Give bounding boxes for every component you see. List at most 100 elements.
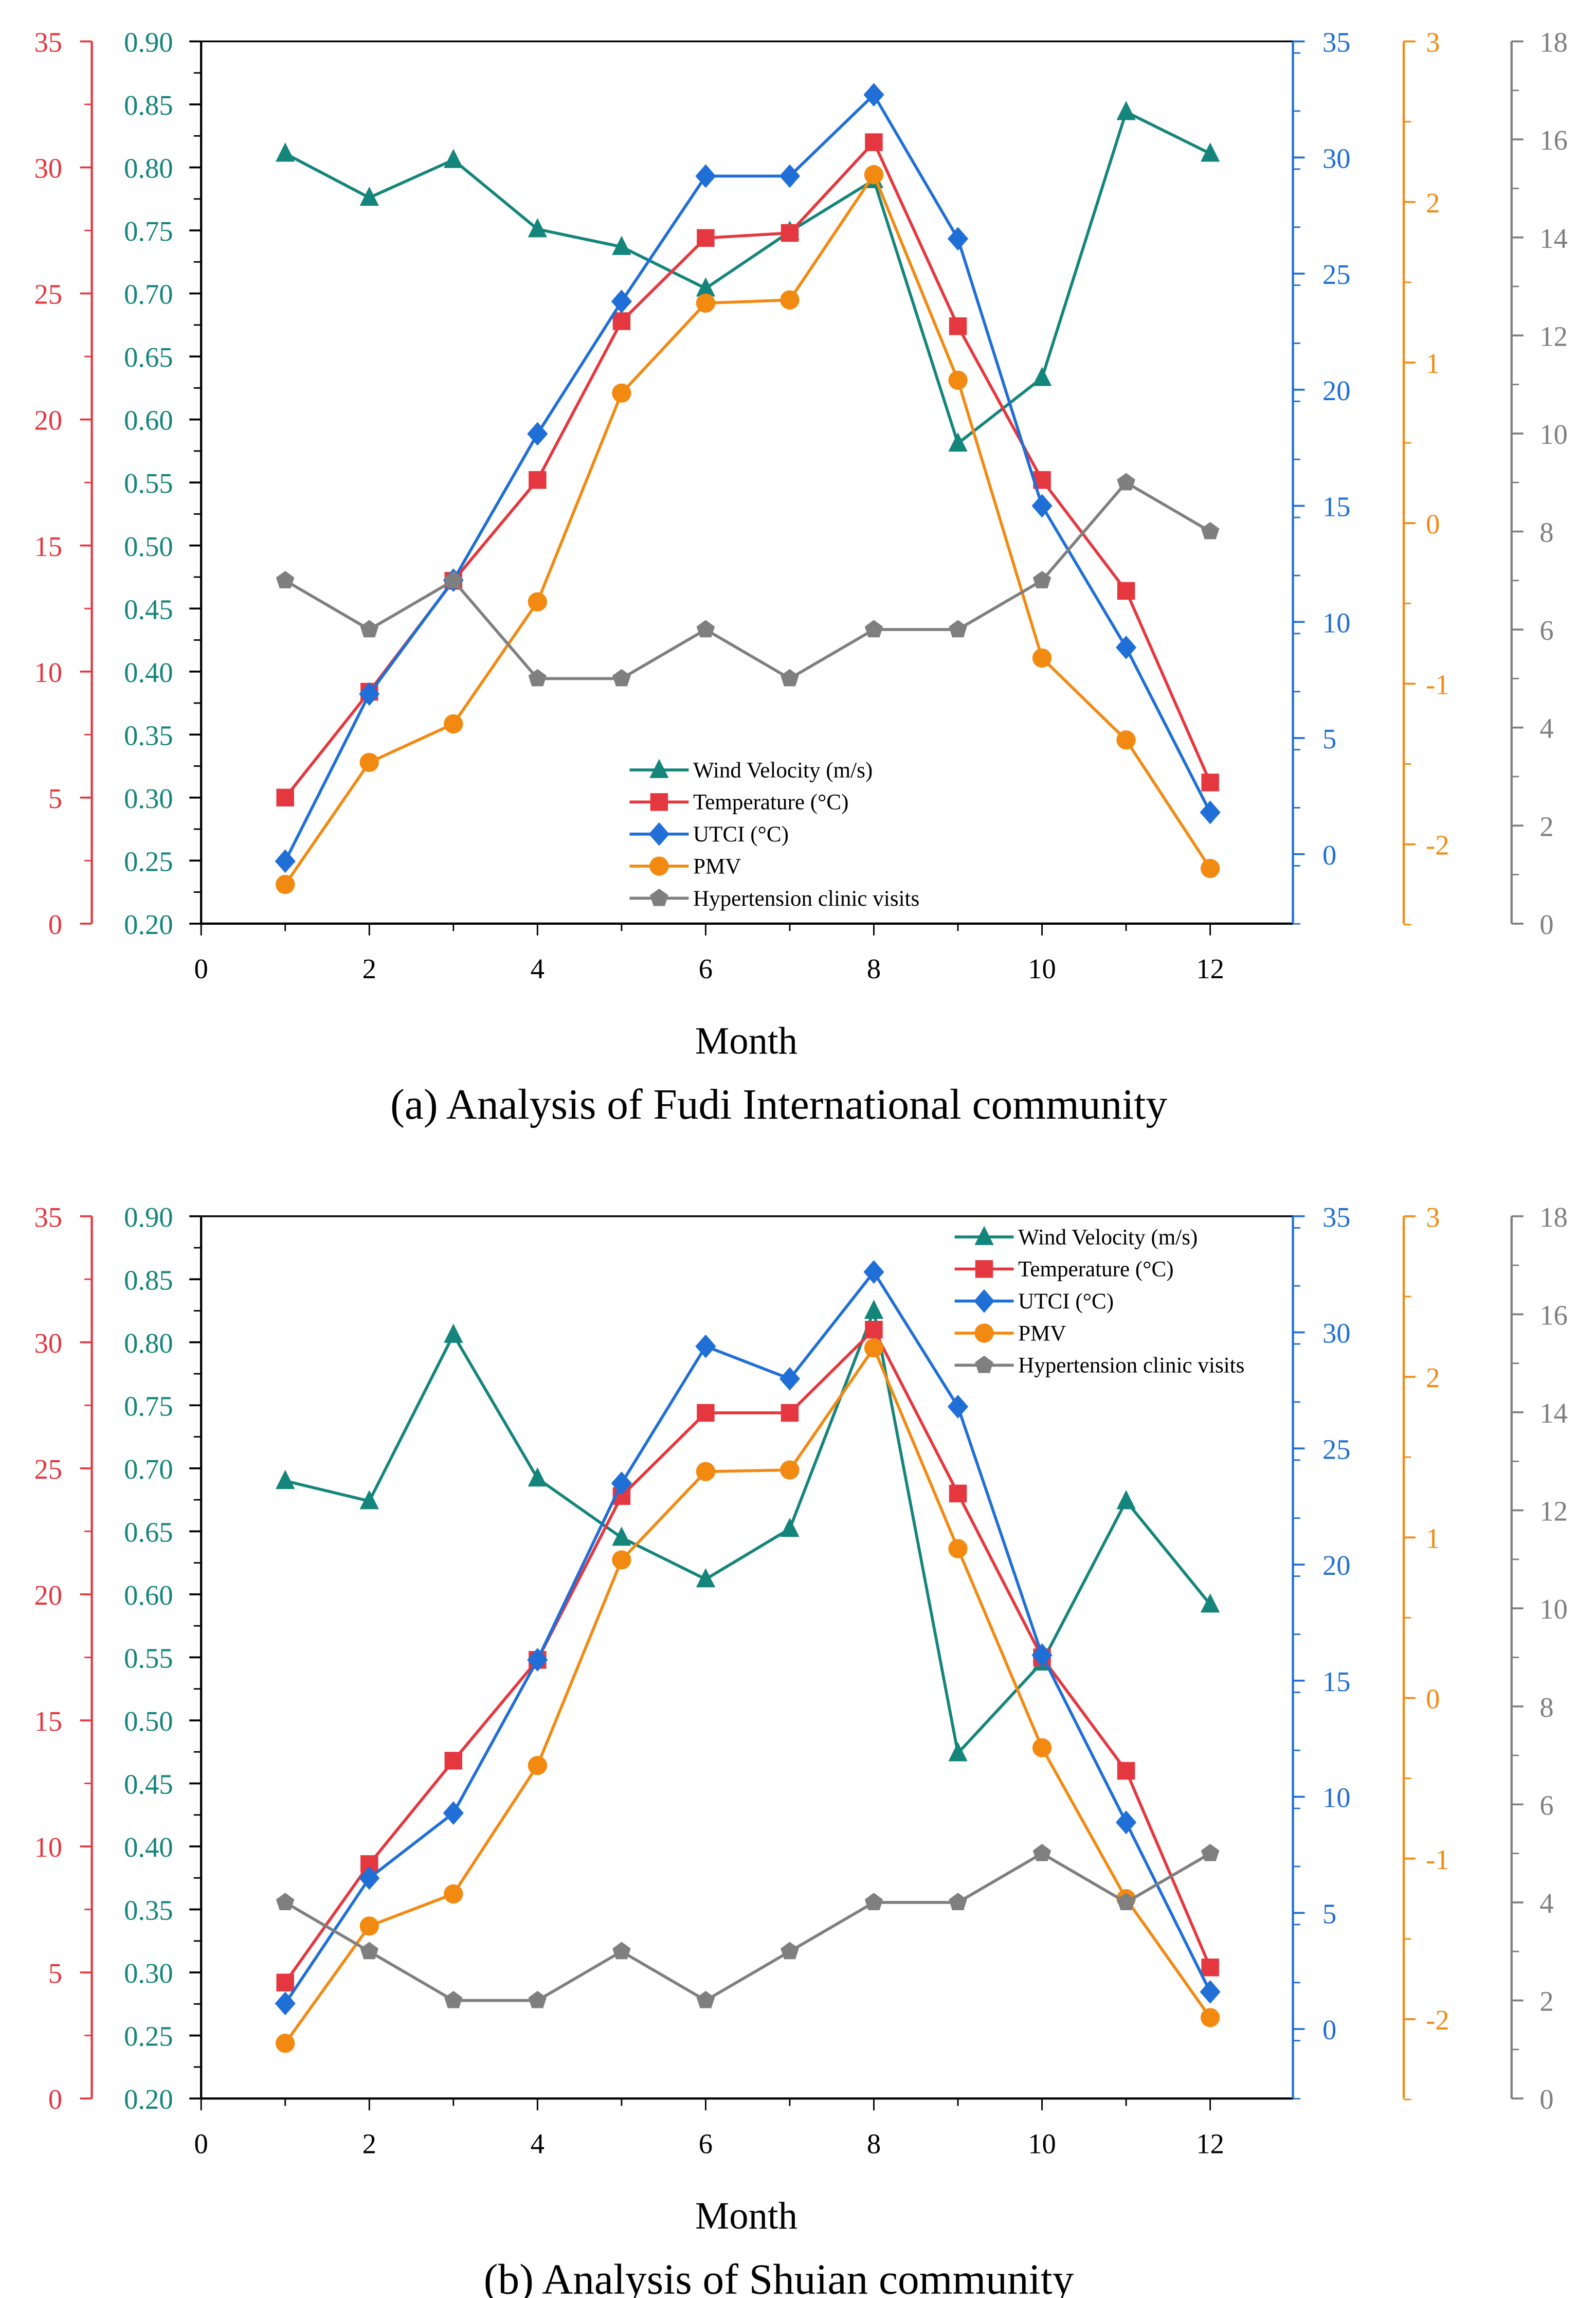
x-tick-label: 0 <box>194 2128 208 2159</box>
x-tick-label: 12 <box>1196 2128 1224 2159</box>
y-tick-label: 15 <box>34 1705 63 1737</box>
hyp-line <box>284 1852 1211 2002</box>
y-tick-label: 15 <box>34 531 63 562</box>
y-tick-label: 0 <box>48 909 62 940</box>
pmv-point <box>696 1462 716 1481</box>
utci-point <box>947 227 969 251</box>
wind-point <box>359 186 379 206</box>
series-wind <box>276 101 1220 452</box>
hyp-point <box>612 1942 631 1960</box>
x-axis-title: Month <box>695 1020 797 1063</box>
series-hyp <box>276 473 1220 687</box>
y-tick-label: 0 <box>1539 909 1553 940</box>
y-tick-label: 14 <box>1539 223 1568 254</box>
temp-point <box>781 1404 799 1422</box>
hyp-y-axis: 0 2 4 6 8 10 12 14 16 18 <box>1510 27 1568 940</box>
x-tick-label: 2 <box>362 953 376 984</box>
y-tick-label: 0 <box>1426 1683 1440 1715</box>
temp-y-axis: 0 5 10 15 20 25 30 35 <box>34 27 93 940</box>
pmv-point <box>276 875 295 894</box>
pmv-point <box>444 714 463 734</box>
y-tick-label: 20 <box>34 1579 63 1611</box>
legend-label: PMV <box>1018 1321 1066 1345</box>
legend-marker <box>973 1289 995 1313</box>
hyp-point <box>360 620 378 638</box>
series-pmv <box>276 165 1220 894</box>
temp-point <box>529 471 547 489</box>
legend-label: Wind Velocity (m/s) <box>693 758 873 782</box>
y-tick-label: 6 <box>1539 615 1553 646</box>
utci-point <box>1200 800 1221 824</box>
pmv-point <box>1200 858 1220 878</box>
x-tick-label: 10 <box>1028 2128 1056 2159</box>
y-tick-label: 30 <box>1322 1318 1351 1349</box>
utci-y-axis: 0 5 10 15 20 25 30 35 <box>1292 27 1351 925</box>
y-tick-label: 0.30 <box>124 1958 173 1989</box>
y-tick-label: 5 <box>1322 1898 1336 1929</box>
y-tick-label: 18 <box>1539 27 1568 58</box>
y-tick-label: 0.25 <box>124 2021 173 2052</box>
pmv-point <box>864 1338 884 1358</box>
wind-point <box>1116 101 1136 120</box>
y-tick-label: 0 <box>1426 508 1440 540</box>
hyp-point <box>444 1990 463 2008</box>
utci-point <box>527 422 548 446</box>
y-tick-label: 0.45 <box>124 1769 173 1800</box>
y-tick-label: 0.90 <box>124 27 173 58</box>
y-tick-label: 0.30 <box>124 783 173 814</box>
temp-line <box>284 1327 1212 1984</box>
x-tick-label: 4 <box>531 953 545 984</box>
y-tick-label: 25 <box>1322 259 1351 290</box>
y-tick-label: 0 <box>1539 2084 1553 2115</box>
wind-point <box>528 1467 548 1487</box>
wind-y-axis: 0.20 0.25 0.30 0.35 0.40 0.45 0.50 0.55 0.60 0.65… <box>124 1201 203 2115</box>
y-tick-label: 0.20 <box>124 2084 173 2115</box>
legend-marker <box>650 793 668 811</box>
y-tick-label: 0.55 <box>124 468 173 499</box>
legend: Wind Velocity (m/s) Temperature (°C) UTCI … <box>629 758 919 911</box>
legend-label: Hypertension clinic visits <box>1018 1354 1244 1378</box>
legend-label: Hypertension clinic visits <box>693 887 919 911</box>
temp-point <box>865 133 883 151</box>
y-tick-label: 20 <box>1322 375 1351 406</box>
y-tick-label: 0.85 <box>124 89 173 121</box>
temp-point <box>949 317 967 335</box>
utci-point <box>1200 1980 1221 2004</box>
y-tick-label: 2 <box>1539 811 1553 842</box>
temp-point <box>276 788 294 807</box>
y-tick-label: 1 <box>1426 1522 1440 1554</box>
legend-marker <box>974 1323 994 1343</box>
legend-label: PMV <box>693 854 741 878</box>
temp-point <box>1117 582 1135 600</box>
wind-point <box>612 1527 631 1546</box>
utci-point <box>527 1648 548 1672</box>
utci-point <box>1116 1810 1137 1835</box>
y-tick-label: -1 <box>1426 669 1449 700</box>
y-tick-label: 0.40 <box>124 657 173 688</box>
hyp-line <box>284 480 1211 680</box>
hyp-point <box>528 1990 547 2008</box>
hyp-point <box>1201 522 1220 540</box>
y-tick-label: 3 <box>1426 27 1440 58</box>
y-tick-label: -2 <box>1426 2004 1449 2036</box>
legend-label: UTCI (°C) <box>693 822 789 847</box>
y-tick-label: 6 <box>1539 1789 1553 1821</box>
hyp-point <box>864 620 883 638</box>
legend-item-hyp: Hypertension clinic visits <box>629 887 919 911</box>
hyp-point <box>864 1893 883 1911</box>
y-tick-label: 20 <box>1322 1550 1351 1581</box>
y-tick-label: 10 <box>1539 1593 1568 1625</box>
legend: Wind Velocity (m/s) Temperature (°C) UTCI … <box>954 1225 1244 1378</box>
y-tick-label: 10 <box>1322 607 1351 638</box>
series-utci <box>275 83 1221 873</box>
legend-label: Wind Velocity (m/s) <box>1018 1225 1198 1249</box>
y-tick-label: 30 <box>34 1327 63 1359</box>
legend-marker <box>975 1260 993 1278</box>
y-tick-label: 0.75 <box>124 216 173 247</box>
hyp-point <box>360 1942 378 1960</box>
y-tick-label: 0.90 <box>124 1201 173 1233</box>
y-tick-label: 30 <box>1322 142 1351 174</box>
y-tick-label: 5 <box>1322 723 1336 755</box>
y-tick-label: 0 <box>1322 839 1336 871</box>
